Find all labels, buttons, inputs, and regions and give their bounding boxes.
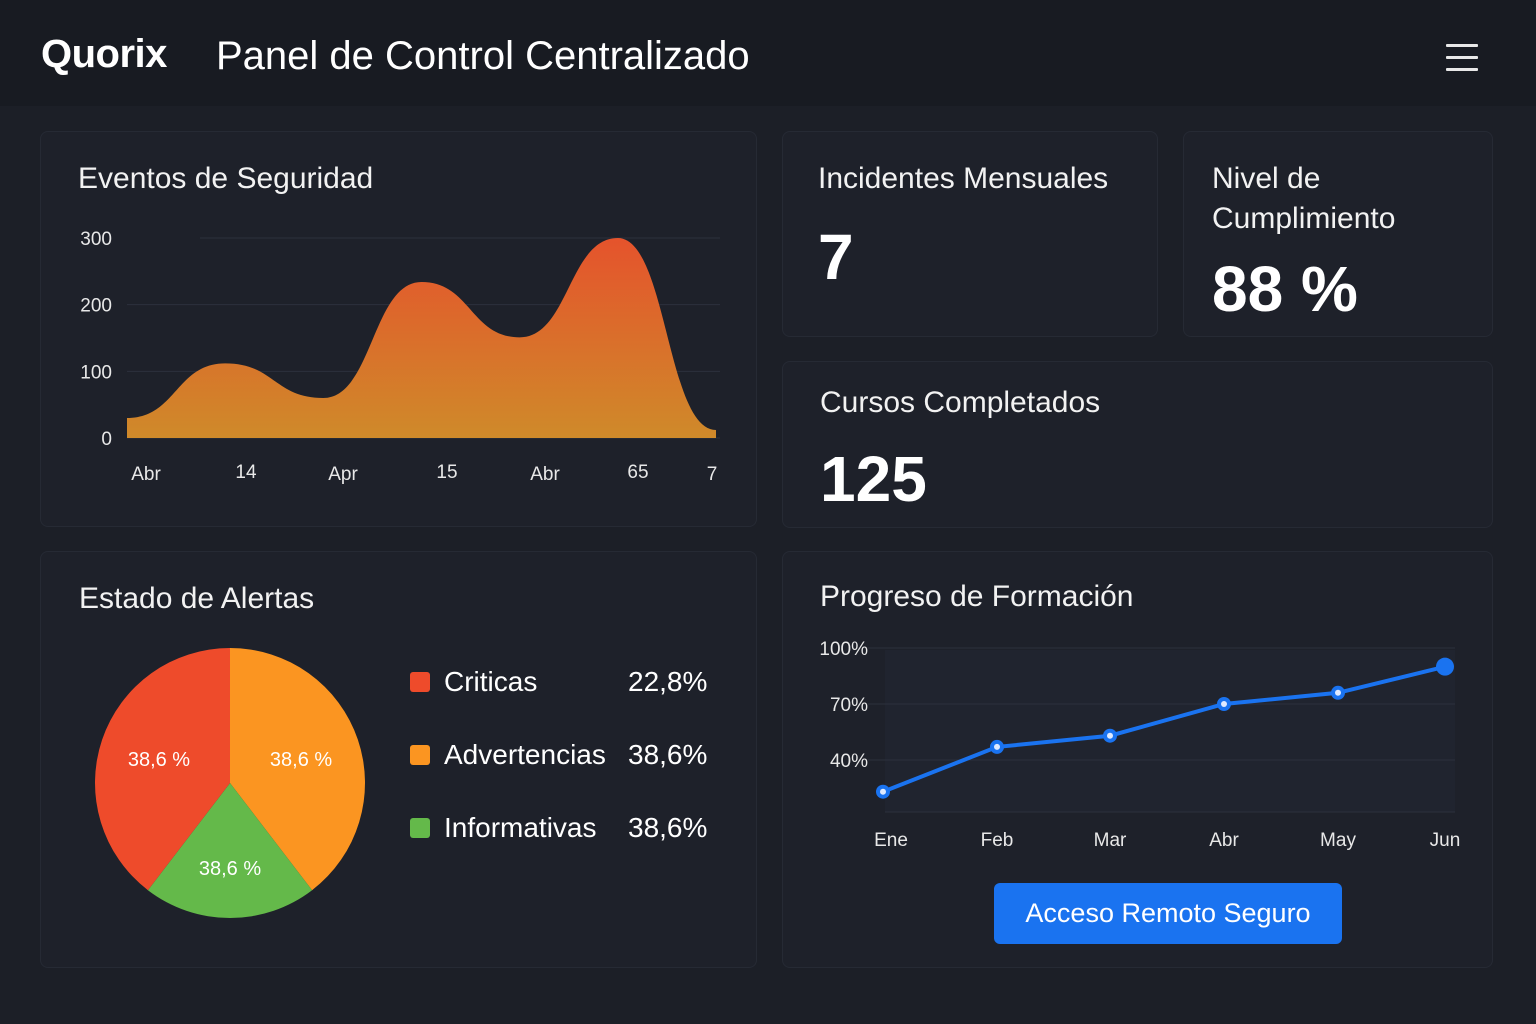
x-tick-label: Feb [981,830,1014,851]
card-title: Progreso de Formación [820,580,1134,613]
x-tick-label: May [1320,830,1356,851]
data-point-center [1107,732,1113,739]
data-point-center [1221,701,1227,707]
pie-slice-criticas [94,647,230,891]
monthly-incidents-card: Incidentes Mensuales 7 [782,131,1158,337]
alerts-pie-chart: 38,6 % 38,6 % 38,6 % [94,647,366,918]
security-events-chart: 0 100 200 300 Abr 14 Apr 15 Abr 65 7 [80,229,720,485]
x-tick-label: Ene [874,830,908,851]
y-tick-label: 100 [80,362,112,383]
legend-label: Criticas [444,666,538,697]
y-tick-label: 100% [819,639,868,660]
legend-swatch [410,818,430,838]
card-title-line1: Nivel de [1212,162,1321,195]
legend-swatch [410,745,430,765]
pie-slice-informativas [147,783,313,918]
compliance-card: Nivel de Cumplimiento 88 % [1183,131,1493,337]
x-tick-label: Abr [131,464,161,485]
legend-swatch [410,672,430,692]
line-series [882,664,1446,794]
card-title-line2: Cumplimiento [1212,202,1396,235]
x-tick-label: Jun [1430,830,1461,851]
y-tick-label: 0 [101,429,112,450]
x-tick-label: Abr [530,464,560,485]
secure-remote-access-button[interactable]: Acceso Remoto Seguro [994,883,1342,944]
legend-label: Informativas [444,812,597,843]
legend-value: 22,8% [628,666,708,697]
compliance-value: 88 % [1212,253,1358,325]
legend-item-informativas: Informativas 38,6% [410,812,707,844]
data-point-center [880,788,886,795]
courses-card: Cursos Completados 125 [782,361,1493,528]
area-series [127,238,716,438]
data-point [1436,657,1454,676]
x-tick-label: 7 [707,464,718,485]
legend-label: Advertencias [444,739,606,770]
hamburger-menu-icon[interactable] [1446,44,1478,72]
y-tick-label: 40% [830,751,868,772]
y-tick-label: 70% [830,695,868,716]
pie-slice-advertencias [230,648,366,891]
legend-value: 38,6% [628,739,708,770]
data-point-center [994,743,1000,750]
slice-label: 38,6 % [128,749,190,771]
incidents-value: 7 [818,221,854,293]
card-title: Eventos de Seguridad [78,162,374,195]
slice-label: 38,6 % [270,749,332,771]
x-tick-label: 14 [235,462,257,483]
page-title: Panel de Control Centralizado [216,34,750,78]
y-tick-label: 300 [80,229,112,250]
card-title: Incidentes Mensuales [818,162,1109,195]
logo: Quorix [41,32,167,76]
legend-value: 38,6% [628,812,708,843]
training-line-chart: 40% 70% 100% Ene Feb Mar Abr May Jun [819,639,1461,851]
x-tick-label: Mar [1094,830,1127,851]
legend-item-advertencias: Advertencias 38,6% [410,739,707,771]
x-tick-label: 15 [436,462,457,483]
legend-item-criticas: Criticas 22,8% [410,666,707,698]
top-header: Quorix Panel de Control Centralizado [0,0,1536,106]
courses-value: 125 [820,443,927,515]
x-tick-label: 65 [627,462,648,483]
slice-label: 38,6 % [199,858,261,880]
y-tick-label: 200 [80,296,112,317]
card-title: Estado de Alertas [79,582,315,615]
x-tick-label: Abr [1209,830,1239,851]
plot-area [885,650,1455,812]
data-point-center [1335,689,1341,696]
card-title: Cursos Completados [820,386,1101,419]
x-tick-label: Apr [328,464,358,485]
